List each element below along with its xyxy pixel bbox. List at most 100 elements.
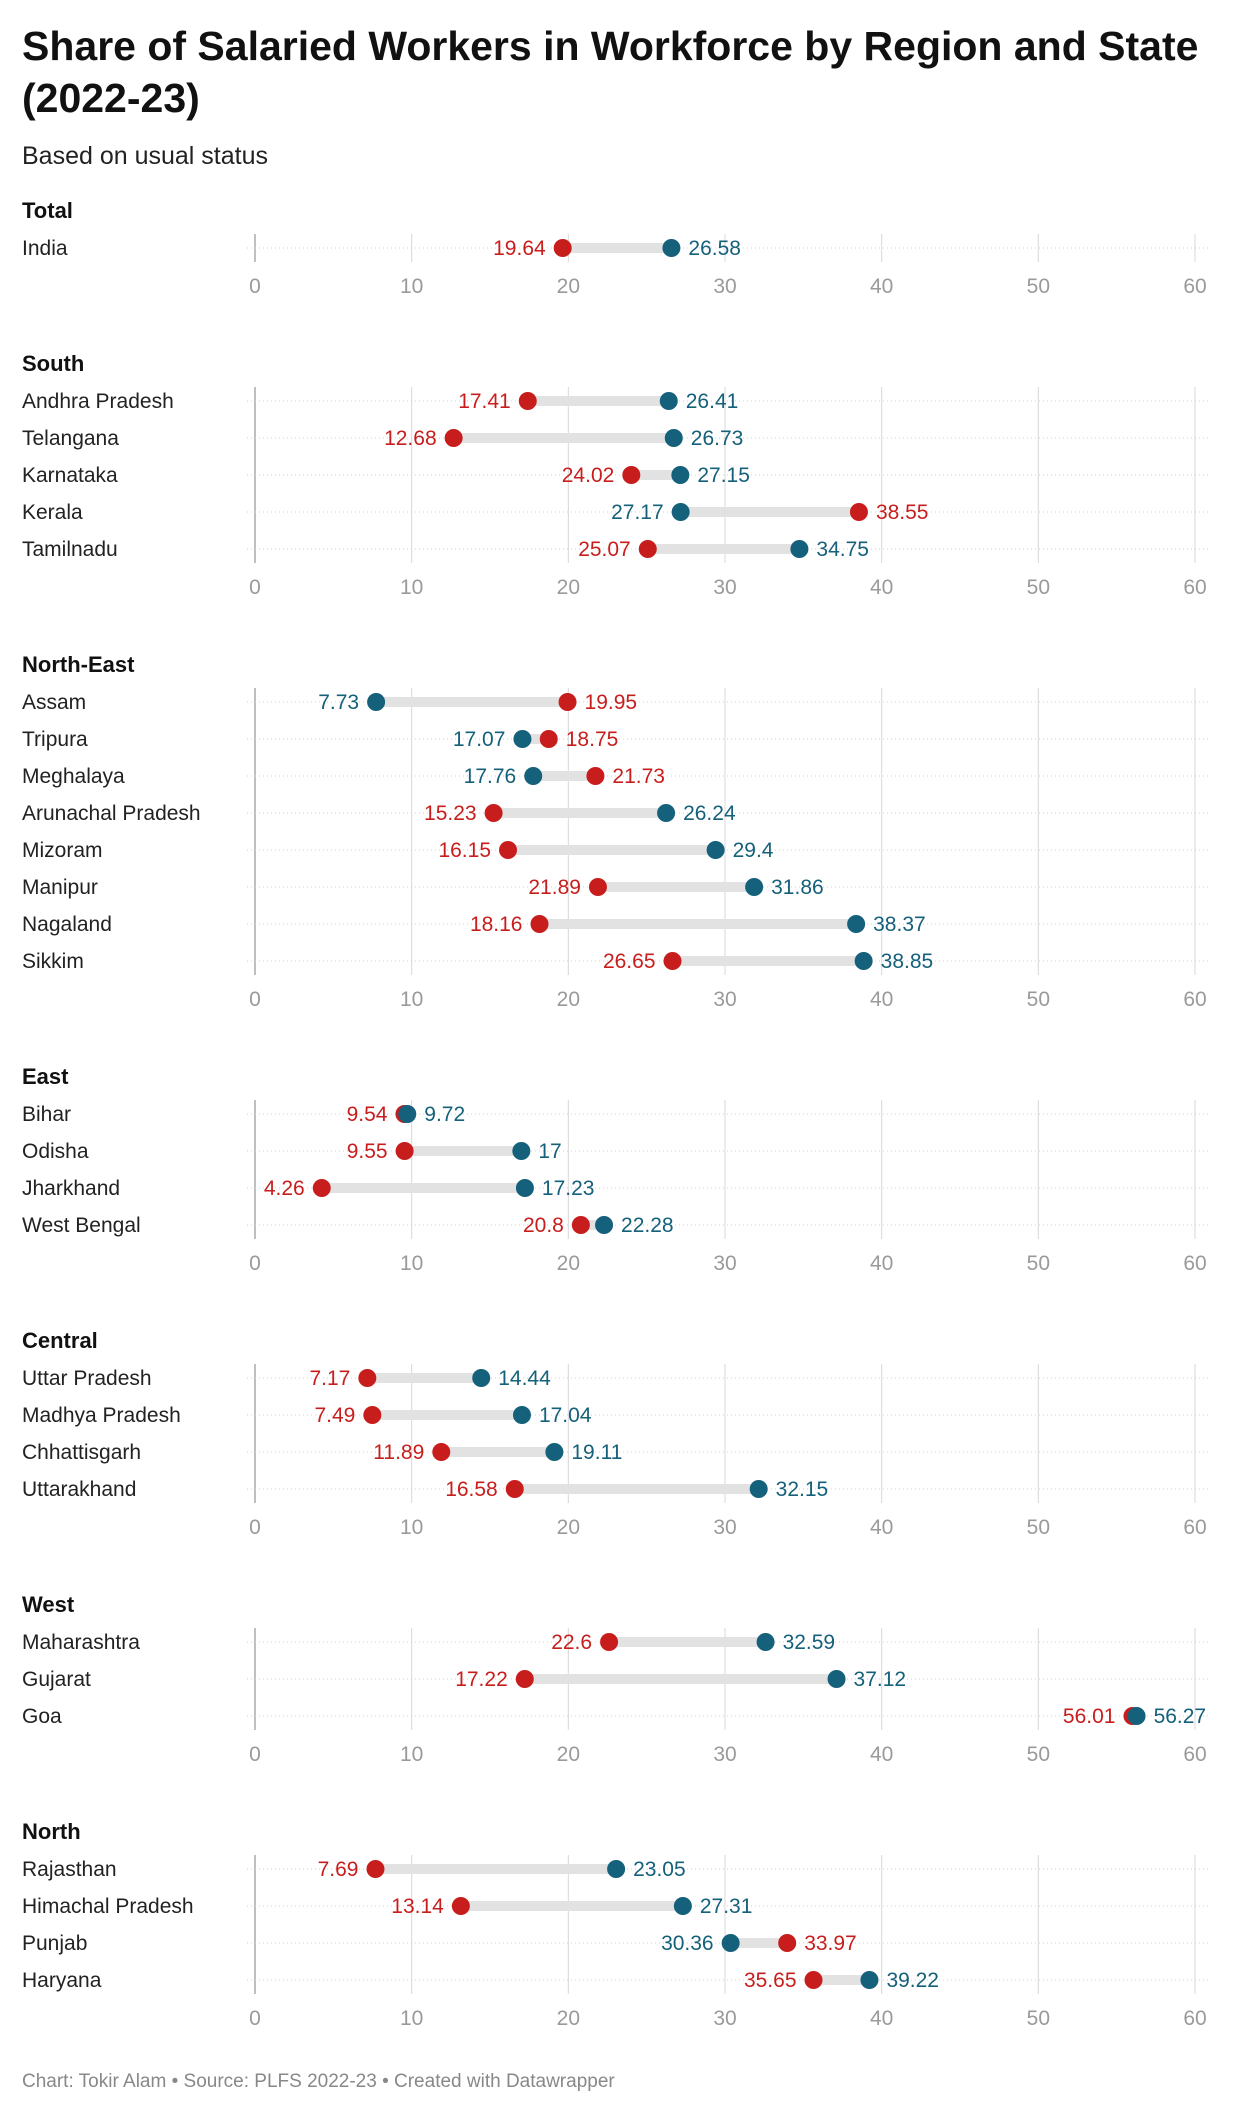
dot-a — [432, 1443, 451, 1461]
dot-b — [664, 429, 683, 447]
value-label-b: 14.44 — [498, 1367, 551, 1390]
row-label: Uttarakhand — [22, 1478, 136, 1501]
x-tick-label: 10 — [400, 1516, 423, 1539]
value-label-a: 38.55 — [876, 501, 929, 524]
value-label-a: 33.97 — [804, 1932, 857, 1955]
x-tick-label: 40 — [870, 1743, 893, 1766]
value-label-b: 29.4 — [733, 839, 774, 862]
x-tick-label: 20 — [557, 1516, 580, 1539]
dot-b — [657, 804, 676, 822]
value-label-b: 19.11 — [571, 1441, 622, 1464]
dot-a — [778, 1934, 797, 1952]
value-label-a: 17.22 — [455, 1668, 508, 1691]
dot-a — [571, 1216, 590, 1234]
value-label-a: 11.89 — [373, 1441, 424, 1464]
chart-subtitle: Based on usual status — [22, 142, 268, 170]
group-header: Total — [22, 198, 73, 223]
value-label-b: 26.41 — [686, 390, 739, 413]
dot-b — [367, 693, 386, 711]
x-tick-label: 60 — [1183, 1743, 1206, 1766]
x-tick-label: 20 — [557, 275, 580, 298]
row-label: Manipur — [22, 876, 98, 899]
dot-a — [505, 1480, 524, 1498]
x-tick-label: 30 — [713, 1743, 736, 1766]
value-label-a: 18.16 — [470, 913, 523, 936]
row-label: Rajasthan — [22, 1858, 117, 1881]
dot-b — [524, 767, 543, 785]
group-header: North — [22, 1819, 81, 1844]
value-label-b: 23.05 — [633, 1858, 686, 1881]
dot-a — [849, 503, 868, 521]
value-label-b: 32.15 — [776, 1478, 829, 1501]
x-tick-label: 0 — [249, 1743, 261, 1766]
value-label-a: 17.41 — [458, 390, 511, 413]
value-label-b: 39.22 — [886, 1969, 939, 1992]
dot-a — [451, 1897, 470, 1915]
x-tick-label: 30 — [713, 1252, 736, 1275]
value-label-a: 7.69 — [318, 1858, 359, 1881]
dot-a — [499, 841, 518, 859]
x-tick-label: 10 — [400, 1252, 423, 1275]
value-label-a: 56.01 — [1063, 1705, 1116, 1728]
x-tick-label: 10 — [400, 988, 423, 1011]
dot-b — [513, 730, 532, 748]
x-tick-label: 40 — [870, 1516, 893, 1539]
x-tick-label: 50 — [1027, 988, 1050, 1011]
row-label: Meghalaya — [22, 765, 125, 788]
value-label-b: 30.36 — [661, 1932, 714, 1955]
dot-a — [663, 952, 682, 970]
row-label: Nagaland — [22, 913, 112, 936]
dot-b — [673, 1897, 692, 1915]
value-label-b: 34.75 — [816, 538, 869, 561]
x-tick-label: 60 — [1183, 576, 1206, 599]
value-label-b: 26.24 — [683, 802, 736, 825]
group-header: West — [22, 1592, 75, 1617]
group-header: South — [22, 351, 84, 376]
x-tick-label: 30 — [713, 576, 736, 599]
value-label-a: 25.07 — [578, 538, 631, 561]
group-header: North-East — [22, 652, 135, 677]
row-label: Assam — [22, 691, 86, 714]
dot-a — [444, 429, 463, 447]
dot-a — [553, 239, 572, 257]
x-tick-label: 0 — [249, 1516, 261, 1539]
chart-title: Share of Salaried Workers in Workforce b… — [22, 23, 1199, 121]
value-label-b: 22.28 — [621, 1214, 674, 1237]
dot-b — [671, 466, 690, 484]
row-label: Uttar Pradesh — [22, 1367, 152, 1390]
value-label-a: 20.8 — [523, 1214, 564, 1237]
x-tick-label: 40 — [870, 988, 893, 1011]
x-tick-label: 50 — [1027, 1743, 1050, 1766]
dot-a — [366, 1860, 385, 1878]
row-label: Jharkhand — [22, 1177, 120, 1200]
row-label: Haryana — [22, 1969, 102, 1992]
dot-a — [515, 1670, 534, 1688]
x-tick-label: 10 — [400, 2007, 423, 2030]
value-label-b: 26.58 — [688, 237, 741, 260]
dot-b — [662, 239, 681, 257]
x-tick-label: 40 — [870, 2007, 893, 2030]
dot-a — [586, 767, 605, 785]
dot-a — [600, 1633, 619, 1651]
dot-a — [484, 804, 503, 822]
dot-a — [539, 730, 558, 748]
dot-b — [659, 392, 678, 410]
value-label-b: 17.04 — [539, 1404, 592, 1427]
dot-b — [706, 841, 725, 859]
dot-b — [398, 1105, 417, 1123]
dot-b — [607, 1860, 626, 1878]
x-tick-label: 60 — [1183, 1516, 1206, 1539]
group-header: East — [22, 1064, 69, 1089]
value-label-b: 32.59 — [783, 1631, 836, 1654]
x-tick-label: 40 — [870, 275, 893, 298]
row-label: Tripura — [22, 728, 88, 751]
dot-b — [860, 1971, 879, 1989]
dot-a — [363, 1406, 382, 1424]
value-label-a: 21.89 — [528, 876, 581, 899]
value-label-b: 26.73 — [691, 427, 744, 450]
dot-a — [518, 392, 537, 410]
value-label-a: 19.95 — [585, 691, 638, 714]
dot-a — [312, 1179, 331, 1197]
value-label-a: 15.23 — [424, 802, 477, 825]
dot-b — [790, 540, 809, 558]
